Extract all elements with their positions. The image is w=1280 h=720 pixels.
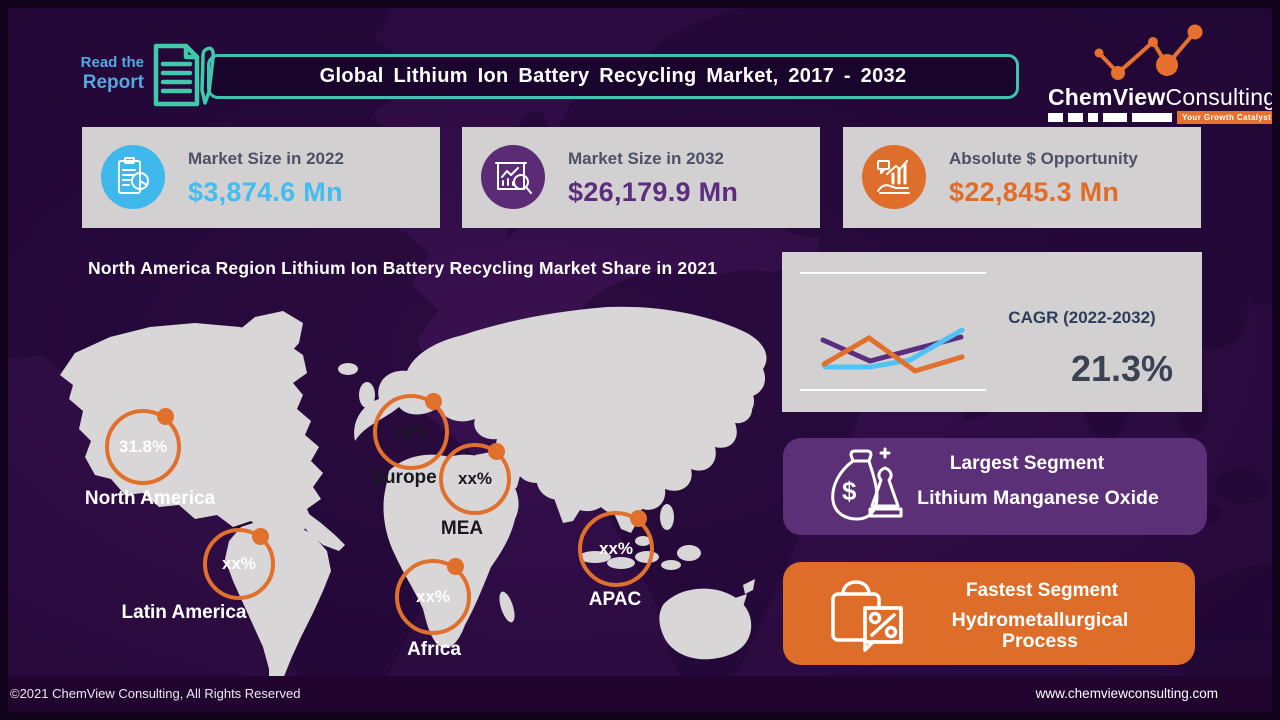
map-marker-north-america: 31.8% [105, 408, 181, 485]
stat-value: $22,845.3 Mn [949, 177, 1120, 207]
stat-card-market-size-2032: Market Size in 2032 $26,179.9 Mn [462, 127, 820, 228]
fastest-segment-value: Hydrometallurgical Process [951, 609, 1129, 652]
read-the-text: Read the [80, 54, 144, 71]
cagr-label: CAGR (2022-2032) [1008, 308, 1156, 327]
divider [800, 272, 986, 274]
marker-share: xx% [598, 539, 634, 558]
chart-magnifier-icon [481, 145, 545, 209]
fastest-segment-card: Fastest Segment Hydrometallurgical Proce… [783, 562, 1195, 665]
copyright-text: ©2021 ChemView Consulting, All Rights Re… [10, 686, 301, 701]
marker-share: xx% [221, 554, 257, 573]
clipboard-pie-icon [101, 145, 165, 209]
money-bag-chess-icon: $ [831, 447, 903, 521]
marker-dot [425, 393, 442, 410]
marker-share: xx% [393, 422, 429, 441]
marker-share: 31.8% [118, 437, 168, 456]
report-document-icon [153, 43, 215, 107]
map-marker-latin-america: xx% [203, 528, 275, 600]
footer-band [0, 676, 1280, 720]
region-label-mea: MEA [440, 518, 484, 539]
map-marker-europe: xx% [373, 393, 449, 470]
marker-share: xx% [457, 469, 493, 488]
logo-chart-icon [1094, 24, 1203, 80]
largest-segment-title: Largest Segment [949, 453, 1105, 474]
region-label-europe: Europe [371, 467, 437, 488]
marker-dot [157, 408, 174, 425]
stat-value: $3,874.6 Mn [188, 177, 343, 207]
map-section-title: North America Region Lithium Ion Battery… [88, 258, 718, 278]
stat-label: Market Size in 2032 [568, 149, 724, 168]
cagr-value: 21.3% [1070, 348, 1174, 389]
read-the-report-button[interactable]: Read the Report [58, 54, 144, 94]
svg-text:$: $ [842, 476, 857, 506]
hand-bars-icon [862, 145, 926, 209]
marker-share: xx% [415, 587, 451, 606]
marker-dot [447, 558, 464, 575]
logo-view: View [1112, 84, 1166, 110]
region-label-africa: Africa [407, 639, 461, 660]
logo-consulting: Consulting [1165, 84, 1277, 110]
page-title: Global Lithium Ion Battery Recycling Mar… [319, 65, 907, 87]
trend-lines-icon [820, 327, 965, 374]
stat-label: Absolute $ Opportunity [949, 149, 1138, 168]
marker-dot [630, 510, 647, 527]
website-link[interactable]: www.chemviewconsulting.com [1035, 686, 1218, 701]
map-marker-africa: xx% [395, 558, 471, 635]
stat-value: $26,179.9 Mn [568, 177, 739, 207]
divider [800, 389, 986, 391]
title-banner: Global Lithium Ion Battery Recycling Mar… [207, 54, 1019, 99]
report-text: Report [82, 72, 144, 93]
logo-wordmark: ChemViewConsulting [1048, 84, 1276, 111]
map-marker-apac: xx% [578, 510, 654, 587]
region-label-latin-america: Latin America [121, 602, 247, 623]
region-label-apac: APAC [588, 589, 642, 610]
largest-segment-card: $ Largest Segment Lithium Manganese Oxid… [783, 438, 1207, 535]
shopping-bag-percent-icon [831, 580, 903, 652]
map-marker-mea: xx% [439, 443, 511, 515]
logo-chem: Chem [1048, 84, 1113, 110]
stat-card-absolute-opportunity: Absolute $ Opportunity $22,845.3 Mn [843, 127, 1201, 228]
region-label-north-america: North America [84, 488, 216, 509]
marker-dot [488, 443, 505, 460]
marker-dot [252, 528, 269, 545]
logo-underline-blocks: Your Growth Catalyst [1048, 111, 1277, 124]
logo-tagline: Your Growth Catalyst [1177, 111, 1277, 124]
fastest-segment-title: Fastest Segment [965, 580, 1119, 601]
cagr-card: CAGR (2022-2032) 21.3% [782, 252, 1202, 412]
largest-segment-value: Lithium Manganese Oxide [917, 487, 1159, 509]
stat-card-market-size-2022: Market Size in 2022 $3,874.6 Mn [82, 127, 440, 228]
stat-label: Market Size in 2022 [188, 149, 344, 168]
